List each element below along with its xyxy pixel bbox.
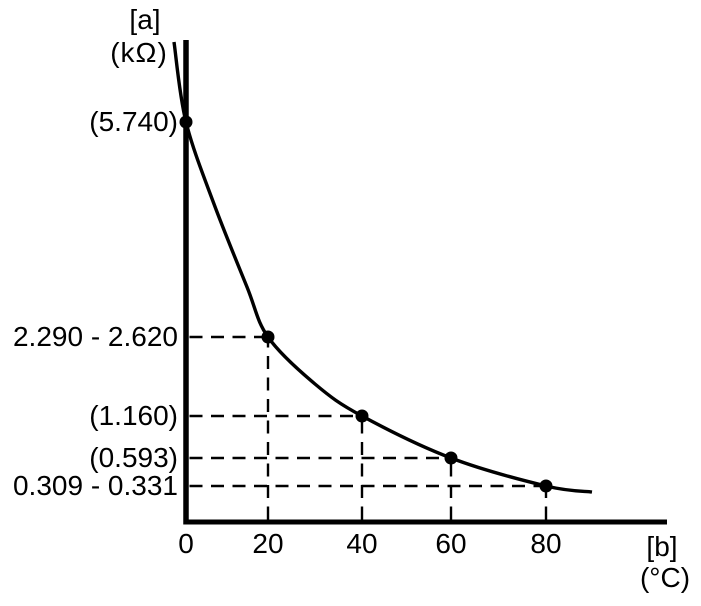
x-tick-label: 0 — [178, 528, 194, 559]
y-tick-label: 0.309 - 0.331 — [12, 470, 178, 501]
y-tick-label: (5.740) — [89, 106, 178, 137]
resistance-curve — [172, 41, 593, 494]
guide-lines — [189, 335, 548, 520]
x-tick-label: 20 — [252, 528, 284, 559]
x-axis-symbol: [b] — [646, 531, 678, 562]
x-axis-unit: (°C) — [639, 562, 691, 593]
data-point — [179, 115, 193, 129]
data-point — [444, 451, 458, 465]
x-tick-label: 80 — [530, 528, 562, 559]
y-axis-unit: (kΩ) — [110, 37, 168, 68]
data-point — [261, 330, 275, 344]
data-points — [179, 115, 553, 493]
y-tick-label: (0.593) — [89, 442, 178, 473]
data-point — [539, 479, 553, 493]
x-tick-label: 60 — [435, 528, 467, 559]
y-tick-label: 2.290 - 2.620 — [12, 321, 178, 352]
y-axis-symbol: [a] — [129, 4, 161, 35]
y-tick-label: (1.160) — [89, 400, 178, 431]
x-tick-label: 40 — [346, 528, 378, 559]
data-point — [355, 409, 369, 423]
